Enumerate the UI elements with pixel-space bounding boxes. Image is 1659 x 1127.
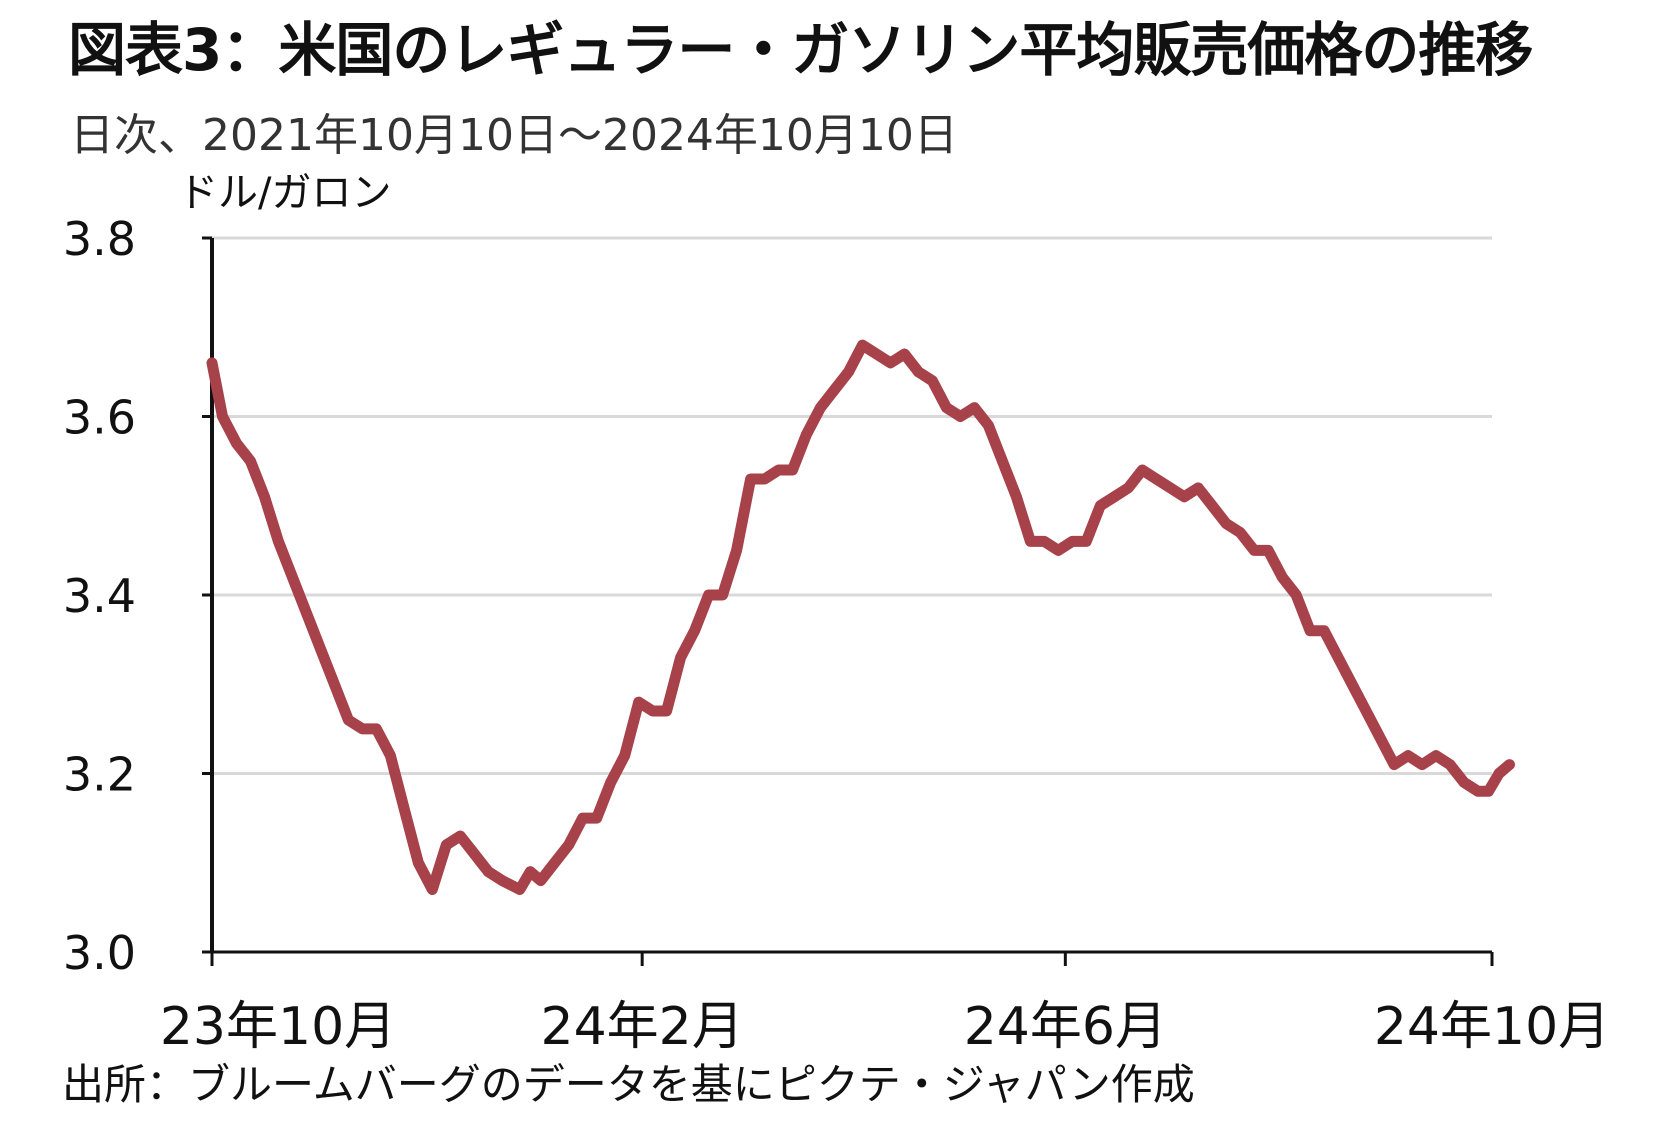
tick-labels: 3.0 3.2 3.4 3.6 3.8 23年10月 24年2月 24年6月 24年10月 (63, 212, 1610, 1057)
chart-title: 図表3：米国のレギュラー・ガソリン平均販売価格の推移 (68, 16, 1533, 84)
series-line-gasoline-price (206, 339, 1515, 895)
chart-subtitle: 日次、2021年10月10日～2024年10月10日 (70, 110, 958, 161)
x-tick-label: 24年6月 (964, 997, 1167, 1057)
axes (202, 236, 1494, 966)
y-tick-label: 3.4 (63, 569, 136, 623)
series-layer (206, 339, 1515, 895)
x-tick-label: 24年10月 (1374, 997, 1610, 1057)
gridlines (212, 236, 1492, 775)
y-tick-label: 3.2 (63, 748, 136, 802)
x-tick-label: 24年2月 (541, 997, 744, 1057)
x-tick-label: 23年10月 (160, 997, 396, 1057)
y-axis-unit-label: ドル/ガロン (178, 170, 392, 216)
y-tick-label: 3.0 (63, 926, 136, 980)
y-tick-label: 3.8 (63, 212, 136, 266)
source-note: 出所：ブルームバーグのデータを基にピクテ・ジャパン作成 (62, 1060, 1195, 1109)
y-tick-label: 3.6 (63, 391, 136, 445)
